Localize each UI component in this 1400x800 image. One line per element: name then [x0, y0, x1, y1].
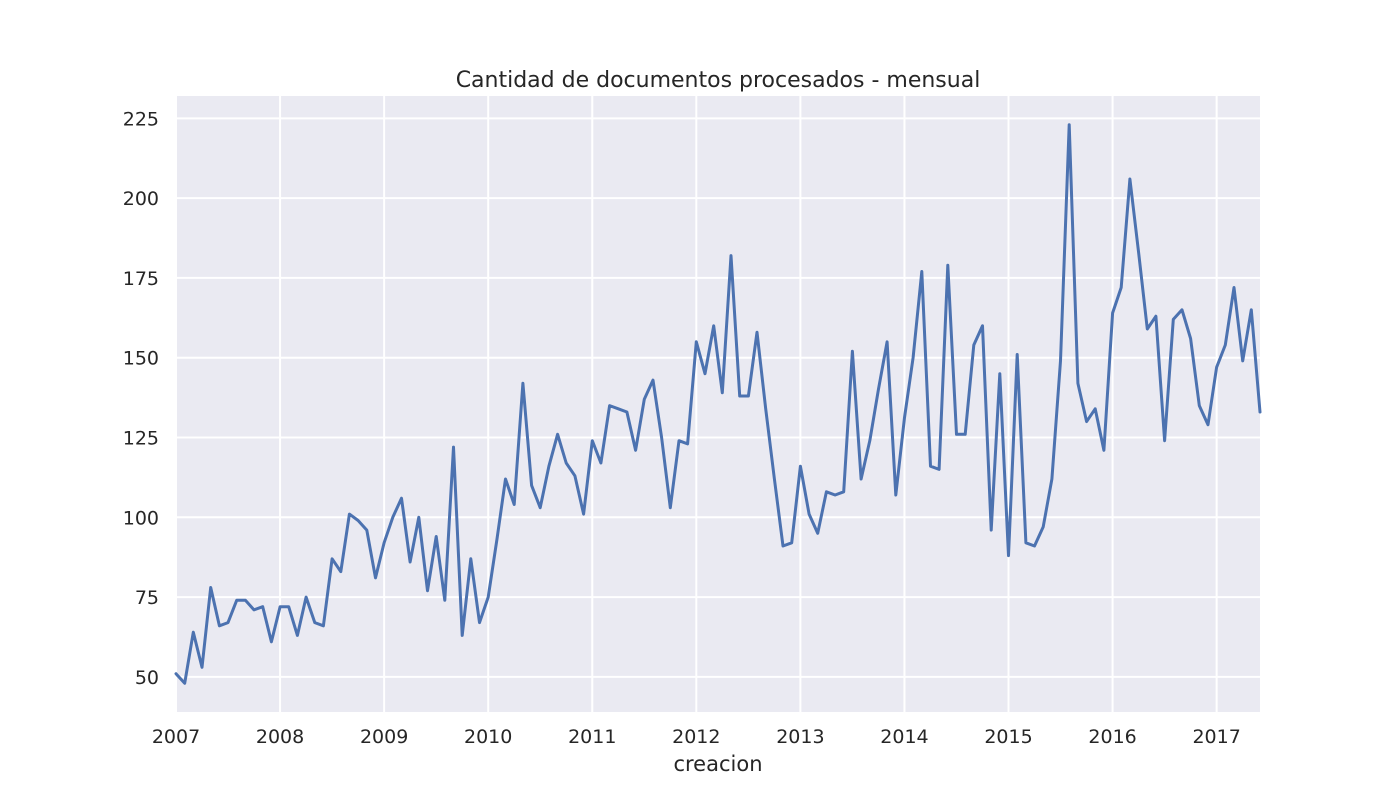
x-tick-label: 2013: [776, 726, 824, 748]
x-tick-label: 2007: [152, 726, 200, 748]
x-tick-label: 2012: [672, 726, 720, 748]
x-tick-label: 2014: [880, 726, 928, 748]
y-tick-label: 100: [123, 507, 159, 529]
x-tick-label: 2015: [984, 726, 1032, 748]
y-tick-label: 125: [123, 428, 159, 450]
y-axis-ticks: 50 75 100 125 150 175 200 225: [123, 108, 159, 689]
x-tick-label: 2010: [464, 726, 512, 748]
x-axis-label: creacion: [673, 752, 762, 776]
x-tick-label: 2016: [1088, 726, 1136, 748]
chart-title: Cantidad de documentos procesados - mens…: [456, 68, 981, 93]
y-tick-label: 175: [123, 268, 159, 290]
y-tick-label: 150: [123, 348, 159, 370]
y-tick-label: 200: [123, 188, 159, 210]
y-tick-label: 75: [135, 587, 159, 609]
series-line: [174, 123, 1262, 685]
x-tick-label: 2017: [1192, 726, 1240, 748]
y-tick-label: 50: [135, 667, 159, 689]
plot-area: [176, 96, 1260, 712]
x-tick-label: 2009: [360, 726, 408, 748]
x-tick-label: 2008: [256, 726, 304, 748]
x-axis-ticks: 2007 2008 2009 2010 2011 2012 2013 2014 2015 2016…: [152, 726, 1241, 748]
x-tick-label: 2011: [568, 726, 616, 748]
y-tick-label: 225: [123, 108, 159, 130]
